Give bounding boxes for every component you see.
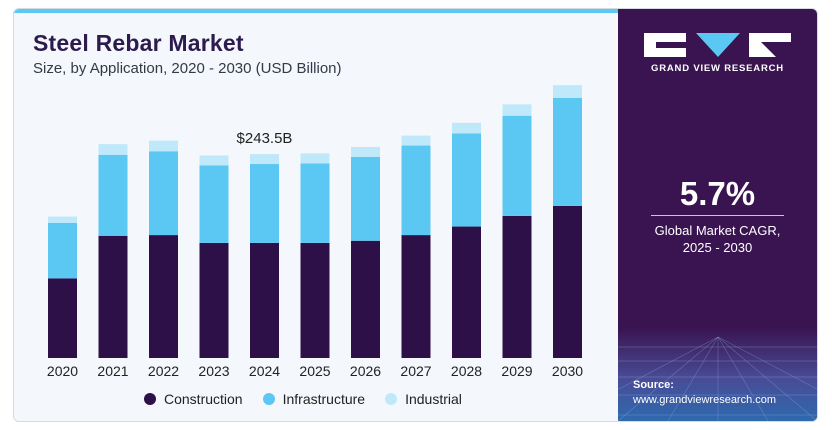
source-url[interactable]: www.grandviewresearch.com — [633, 394, 777, 406]
chart-subtitle: Size, by Application, 2020 - 2030 (USD B… — [33, 60, 342, 77]
chart-title: Steel Rebar Market — [33, 30, 244, 56]
decorative-grid-floor — [618, 327, 817, 421]
bar-infrastructure-2026 — [351, 156, 380, 241]
legend-dot-industrial — [385, 393, 398, 405]
data-annotation-2024: $243.5B — [237, 130, 293, 147]
bar-industrial-2020 — [48, 216, 77, 223]
bar-infrastructure-2021 — [98, 154, 128, 236]
x-tick-label-2026: 2026 — [350, 363, 381, 379]
x-tick-label-2028: 2028 — [451, 363, 482, 379]
bar-construction-2023 — [199, 242, 229, 358]
bar-industrial-2029 — [502, 104, 532, 116]
bar-construction-2029 — [502, 215, 532, 358]
summary-sidebar: GRAND VIEW RESEARCH 5.7% Global Market C… — [618, 9, 817, 421]
bar-industrial-2024 — [250, 154, 279, 165]
cagr-label-line2: 2025 - 2030 — [682, 240, 753, 255]
bar-chart: 2020 2021 2022 2023 2024 2025 2026 2027 2028 2029… — [47, 85, 583, 379]
bar-infrastructure-2028 — [452, 133, 481, 227]
legend-dot-construction — [144, 393, 156, 405]
x-tick-label-2025: 2025 — [299, 363, 330, 379]
bar-construction-2027 — [401, 235, 431, 358]
cagr-label: Global Market CAGR, 2025 - 2030 — [618, 222, 817, 256]
bar-industrial-2023 — [199, 155, 229, 166]
legend-item-infrastructure: Infrastructure — [262, 391, 366, 407]
bar-construction-2020 — [48, 278, 77, 358]
legend-label-construction: Construction — [164, 391, 243, 407]
cagr-divider — [651, 215, 784, 216]
bar-construction-2028 — [452, 226, 481, 358]
bar-industrial-2028 — [452, 122, 481, 134]
bar-construction-2030 — [553, 205, 582, 358]
brand-name: GRAND VIEW RESEARCH — [651, 63, 784, 74]
bar-industrial-2027 — [401, 135, 431, 146]
accent-strip — [14, 9, 618, 13]
bar-infrastructure-2029 — [502, 115, 532, 216]
bar-construction-2024 — [250, 242, 279, 358]
cagr-label-line1: Global Market CAGR, — [654, 223, 781, 238]
bar-infrastructure-2020 — [48, 223, 77, 279]
x-tick-label-2029: 2029 — [501, 363, 532, 379]
x-tick-label-2020: 2020 — [47, 363, 78, 379]
source-label: Source: — [633, 379, 674, 391]
bar-industrial-2022 — [149, 140, 178, 152]
chart-frame: Steel Rebar Market Size, by Application,… — [13, 8, 818, 422]
bar-construction-2025 — [300, 242, 330, 358]
legend-label-infrastructure: Infrastructure — [282, 391, 366, 407]
bar-construction-2026 — [351, 240, 380, 358]
grand-view-research-logo — [644, 33, 791, 57]
bar-industrial-2021 — [98, 144, 128, 155]
chart-panel: Steel Rebar Market Size, by Application,… — [14, 9, 618, 421]
bar-infrastructure-2022 — [149, 151, 178, 236]
legend-item-construction: Construction — [144, 391, 243, 407]
x-tick-label-2027: 2027 — [400, 363, 431, 379]
x-tick-label-2021: 2021 — [97, 363, 128, 379]
x-tick-label-2023: 2023 — [198, 363, 229, 379]
cagr-value: 5.7% — [679, 175, 756, 212]
bar-construction-2021 — [98, 235, 128, 358]
x-tick-label-2030: 2030 — [552, 363, 583, 379]
bar-industrial-2026 — [351, 146, 380, 157]
x-tick-label-2022: 2022 — [148, 363, 179, 379]
bar-infrastructure-2023 — [199, 165, 229, 243]
bar-construction-2022 — [149, 235, 178, 358]
chart-legend: Construction Infrastructure Industrial — [144, 391, 482, 407]
legend-label-industrial: Industrial — [405, 391, 462, 407]
legend-item-industrial: Industrial — [385, 391, 462, 407]
x-tick-label-2024: 2024 — [249, 363, 280, 379]
bar-industrial-2030 — [553, 85, 582, 98]
bar-infrastructure-2027 — [401, 145, 431, 236]
bar-industrial-2025 — [300, 153, 330, 164]
grid-pattern — [618, 336, 817, 421]
legend-dot-infrastructure — [262, 393, 275, 405]
bar-infrastructure-2024 — [250, 164, 279, 243]
bar-infrastructure-2025 — [300, 163, 330, 243]
bar-infrastructure-2030 — [553, 97, 582, 206]
